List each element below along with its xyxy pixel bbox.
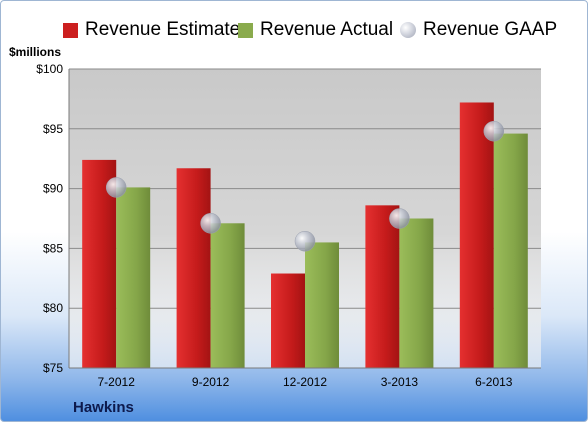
- y-tick-label: $95: [43, 122, 63, 136]
- gaap-marker: [200, 213, 221, 234]
- legend-item-gaap: Revenue GAAP: [400, 15, 557, 45]
- x-tick-label: 12-2012: [283, 375, 327, 389]
- bar-actual: [116, 187, 151, 368]
- y-tick-label: $80: [43, 301, 63, 315]
- y-tick-label: $85: [43, 241, 63, 255]
- legend: Revenue Estimate Revenue Actual Revenue …: [1, 15, 587, 45]
- legend-swatch-actual: [238, 22, 253, 38]
- bar-estimate: [459, 102, 494, 368]
- legend-label-estimate: Revenue Estimate: [85, 19, 241, 40]
- bar-estimate: [176, 168, 211, 368]
- legend-label-actual: Revenue Actual: [260, 19, 394, 40]
- x-tick-label: 6-2013: [475, 375, 513, 389]
- gaap-marker: [294, 230, 316, 252]
- gaap-marker: [105, 177, 127, 198]
- bar-estimate: [271, 273, 305, 368]
- legend-swatch-estimate: [63, 22, 78, 38]
- y-tick-label: $100: [36, 62, 63, 76]
- unit-label: $millions: [9, 45, 62, 59]
- gaap-marker: [389, 208, 410, 229]
- legend-item-actual: Revenue Actual: [238, 15, 393, 45]
- x-tick-label: 3-2013: [381, 375, 419, 389]
- x-tick-label: 9-2012: [192, 375, 230, 389]
- y-tick-label: $90: [43, 182, 63, 196]
- legend-item-estimate: Revenue Estimate: [63, 15, 240, 45]
- legend-label-gaap: Revenue GAAP: [423, 19, 558, 40]
- legend-dot-gaap: [400, 22, 416, 38]
- bar-actual: [493, 133, 528, 368]
- bar-estimate: [365, 205, 400, 368]
- company-label: Hawkins: [73, 399, 134, 416]
- x-tick-label: 7-2012: [98, 375, 136, 389]
- bar-actual: [210, 223, 245, 368]
- gaap-marker: [483, 120, 505, 142]
- bar-actual: [399, 218, 434, 368]
- y-tick-label: $75: [43, 361, 63, 375]
- bar-actual: [305, 242, 339, 368]
